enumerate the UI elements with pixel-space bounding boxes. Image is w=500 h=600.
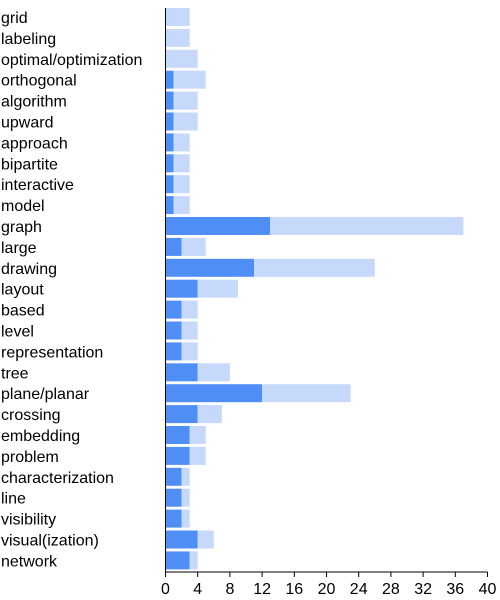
bar-orthogonal-series-1	[165, 70, 174, 89]
category-label: visual(ization)	[1, 533, 99, 550]
bar-large-series-1	[165, 237, 182, 256]
x-tick-label: 12	[253, 581, 271, 598]
bar-model-series-2	[173, 196, 190, 215]
category-label: representation	[1, 344, 103, 361]
category-label: crossing	[1, 407, 61, 424]
bar-upward-series-2	[173, 112, 198, 131]
bar-network-series-2	[189, 551, 198, 570]
bar-representation-series-1	[165, 342, 182, 361]
bar-layout-series-2	[197, 279, 238, 298]
bar-visual-ization--series-1	[165, 530, 198, 549]
bar-problem-series-1	[165, 446, 190, 465]
bar-graph-series-1	[165, 217, 271, 235]
bar-characterization-series-1	[165, 467, 182, 486]
category-label: based	[1, 303, 45, 320]
bar-interactive-series-1	[165, 175, 174, 194]
bar-plane-planar-series-1	[165, 384, 263, 403]
bar-crossing-series-1	[165, 405, 198, 424]
bar-algorithm-series-2	[173, 91, 198, 110]
x-tick-label: 28	[382, 581, 400, 598]
category-label: model	[1, 198, 45, 215]
bar-representation-series-2	[181, 342, 198, 361]
bar-optimal-optimization-series-2	[165, 49, 198, 68]
category-label: visibility	[1, 512, 56, 529]
bar-network-series-1	[165, 551, 190, 570]
x-tick-label: 32	[414, 581, 432, 598]
category-label: network	[1, 553, 58, 570]
bar-line-series-2	[181, 488, 190, 507]
x-tick-label: 16	[285, 581, 303, 598]
category-label: optimal/optimization	[1, 52, 142, 69]
x-tick-label: 4	[193, 581, 202, 598]
bar-visibility-series-1	[165, 509, 182, 528]
bar-plane-planar-series-2	[262, 384, 351, 403]
category-label: line	[1, 491, 26, 508]
bar-grid-series-2	[165, 8, 190, 26]
bar-interactive-series-2	[173, 175, 190, 194]
category-label: interactive	[1, 177, 74, 194]
category-label: large	[1, 240, 37, 257]
bar-bipartite-series-1	[165, 154, 174, 173]
bar-large-series-2	[181, 237, 206, 256]
x-tick-label: 0	[161, 581, 170, 598]
category-label: embedding	[1, 428, 80, 445]
category-label: tree	[1, 365, 29, 382]
category-label: algorithm	[1, 94, 67, 111]
bar-characterization-series-2	[181, 467, 190, 486]
category-label: plane/planar	[1, 386, 90, 403]
category-label: bipartite	[1, 156, 58, 173]
category-label: grid	[1, 10, 28, 27]
bar-embedding-series-1	[165, 426, 190, 444]
category-labels: grid labeling optimal/optimization orthogon…	[1, 10, 142, 570]
category-label: level	[1, 324, 34, 341]
bar-problem-series-2	[189, 446, 206, 465]
bar-layout-series-1	[165, 279, 198, 298]
bar-bipartite-series-2	[173, 154, 190, 173]
bar-approach-series-1	[165, 133, 174, 152]
bar-graph-series-2	[270, 217, 464, 235]
x-tick-label: 24	[350, 581, 368, 598]
bar-based-series-2	[181, 300, 198, 319]
category-label: layout	[1, 282, 44, 299]
bar-embedding-series-2	[189, 426, 206, 444]
bar-line-series-1	[165, 488, 182, 507]
category-label: drawing	[1, 261, 57, 278]
bars-group	[165, 8, 464, 570]
x-tick-label: 36	[446, 581, 464, 598]
bar-orthogonal-series-2	[173, 70, 206, 89]
bar-tree-series-2	[197, 363, 230, 382]
x-tick-label: 20	[318, 581, 336, 598]
bar-approach-series-2	[173, 133, 190, 152]
bar-upward-series-1	[165, 112, 174, 131]
bar-labeling-series-2	[165, 28, 190, 47]
category-label: orthogonal	[1, 73, 77, 90]
category-label: labeling	[1, 31, 56, 48]
bar-crossing-series-2	[197, 405, 222, 424]
category-label: problem	[1, 449, 59, 466]
bar-level-series-2	[181, 321, 198, 340]
category-label: upward	[1, 115, 53, 132]
bar-based-series-1	[165, 300, 182, 319]
bar-model-series-1	[165, 196, 174, 215]
bar-visibility-series-2	[181, 509, 190, 528]
bar-algorithm-series-1	[165, 91, 174, 110]
x-tick-label: 40	[479, 581, 497, 598]
bar-level-series-1	[165, 321, 182, 340]
category-label: characterization	[1, 470, 114, 487]
bar-drawing-series-2	[254, 258, 375, 277]
bar-tree-series-1	[165, 363, 198, 382]
x-axis-ticks: 0 4 8 12 16 20 24 28 32 36 40	[161, 572, 497, 598]
category-label: graph	[1, 219, 42, 236]
category-label: approach	[1, 135, 68, 152]
x-tick-label: 8	[225, 581, 234, 598]
bar-drawing-series-1	[165, 258, 255, 277]
bar-visual-ization--series-2	[197, 530, 214, 549]
